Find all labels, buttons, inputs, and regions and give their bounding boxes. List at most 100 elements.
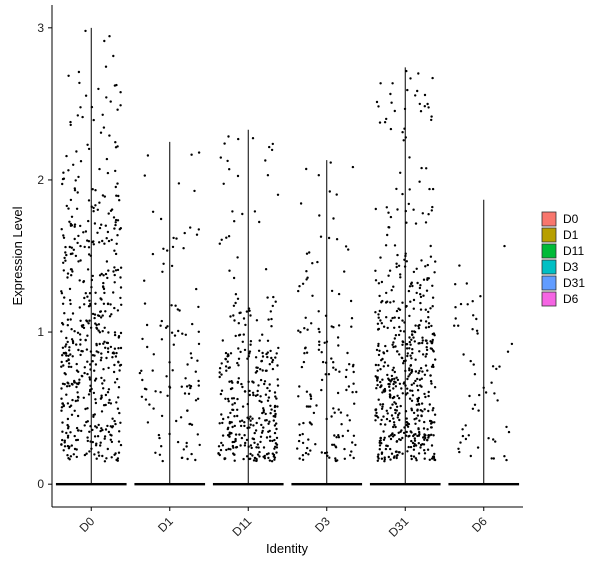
data-point: [392, 366, 395, 369]
data-point: [332, 217, 335, 220]
data-point: [464, 437, 468, 441]
data-point: [381, 405, 384, 408]
data-point: [115, 351, 118, 355]
data-point: [430, 382, 433, 385]
data-point: [339, 411, 343, 414]
data-point: [118, 369, 121, 372]
data-point: [393, 455, 396, 458]
data-point: [116, 459, 120, 462]
data-point: [423, 434, 426, 438]
data-point: [409, 364, 412, 367]
data-point: [157, 433, 161, 437]
data-point: [93, 354, 96, 357]
data-point: [268, 439, 272, 442]
data-point: [78, 81, 81, 85]
data-point: [316, 260, 319, 264]
data-point: [380, 280, 384, 284]
data-point: [269, 404, 272, 407]
data-point: [103, 39, 106, 43]
data-point: [276, 378, 279, 381]
data-point: [406, 387, 409, 390]
data-point: [389, 127, 393, 131]
data-point: [234, 446, 238, 449]
data-point: [152, 407, 155, 410]
data-point: [65, 354, 68, 357]
data-point: [99, 441, 102, 444]
data-point: [151, 252, 155, 256]
data-point: [416, 384, 419, 387]
data-point: [268, 420, 271, 423]
data-point: [388, 378, 391, 382]
data-point: [88, 319, 91, 322]
data-point: [243, 390, 247, 393]
data-point: [249, 419, 252, 422]
data-point: [409, 354, 412, 357]
violin-group-D3: [291, 160, 363, 486]
data-point: [99, 359, 103, 362]
data-point: [384, 344, 387, 348]
data-point: [236, 361, 239, 365]
data-point: [243, 444, 247, 447]
data-point: [378, 439, 382, 443]
data-point: [414, 379, 417, 383]
data-point: [423, 438, 426, 441]
data-point: [412, 382, 416, 385]
legend-swatch: [541, 291, 557, 307]
data-point: [252, 381, 255, 384]
data-point: [379, 82, 382, 85]
data-point: [349, 454, 352, 457]
data-point: [95, 323, 98, 327]
data-point: [412, 270, 416, 274]
data-point: [68, 384, 71, 388]
data-point: [178, 309, 181, 312]
data-point: [245, 438, 249, 442]
data-point: [275, 352, 278, 355]
data-point: [161, 270, 164, 273]
data-point: [69, 404, 73, 407]
data-point: [419, 308, 423, 311]
data-point: [299, 202, 303, 205]
data-point: [266, 339, 270, 342]
data-point: [93, 435, 97, 438]
data-point: [69, 123, 72, 127]
data-point: [74, 179, 77, 182]
data-point: [417, 371, 420, 375]
data-point: [268, 145, 271, 149]
data-point: [79, 259, 82, 262]
data-point: [67, 362, 71, 365]
data-point: [273, 431, 277, 435]
data-point: [78, 381, 81, 384]
data-point: [234, 437, 237, 441]
data-point: [248, 350, 252, 353]
data-point: [468, 394, 471, 398]
data-point: [114, 185, 118, 189]
data-point: [413, 418, 416, 421]
data-point: [418, 419, 421, 422]
data-point: [305, 252, 309, 255]
data-point: [431, 284, 434, 287]
data-point: [78, 306, 82, 309]
data-point: [260, 359, 264, 363]
data-point: [395, 265, 398, 269]
data-point: [406, 352, 409, 355]
data-point: [298, 385, 301, 388]
data-point: [104, 310, 107, 313]
data-point: [353, 402, 356, 405]
data-point: [388, 419, 392, 423]
data-point: [113, 227, 116, 230]
data-point: [101, 239, 104, 243]
data-point: [66, 324, 70, 327]
data-point: [426, 428, 429, 431]
data-point: [275, 397, 278, 400]
data-point: [269, 310, 272, 313]
data-point: [419, 367, 423, 370]
data-point: [262, 446, 266, 449]
data-point: [413, 340, 416, 343]
data-point: [385, 316, 388, 319]
data-point: [266, 296, 269, 299]
data-point: [429, 244, 432, 248]
data-point: [392, 345, 395, 349]
data-point: [243, 421, 246, 424]
data-point: [374, 269, 377, 272]
data-point: [383, 436, 386, 439]
